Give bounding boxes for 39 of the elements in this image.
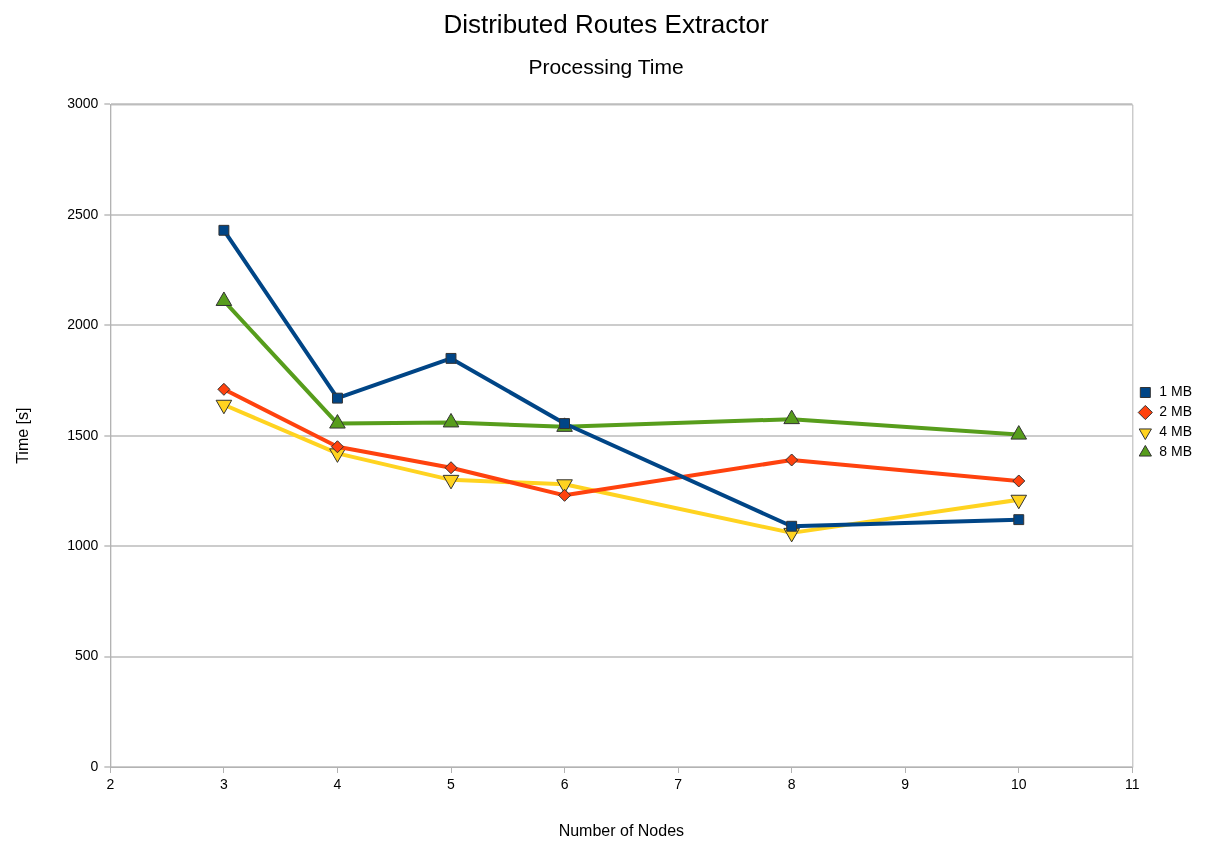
y-tick-label: 500: [74, 647, 99, 664]
point: [218, 224, 230, 236]
x-tick-label: 10: [1010, 776, 1027, 793]
x-tick-label: 8: [787, 776, 796, 793]
x-tick-label: 2: [106, 776, 115, 793]
x-tick-label: 3: [220, 776, 228, 793]
point: [445, 352, 457, 364]
y-axis-title: Time [s]: [14, 407, 32, 464]
y-tick-label: 2500: [67, 205, 99, 222]
x-tick-label: 6: [560, 776, 569, 793]
legend-label: 8 MB: [1159, 443, 1193, 460]
point: [215, 291, 233, 306]
chart-subtitle: Processing Time: [528, 54, 684, 78]
y-tick-label: 3000: [67, 95, 99, 112]
point: [442, 474, 460, 490]
legend-label: 4 MB: [1159, 423, 1193, 440]
point: [330, 440, 344, 454]
point: [1013, 514, 1025, 526]
point: [785, 453, 799, 467]
y-tick-label: 0: [90, 757, 99, 774]
point: [332, 392, 343, 404]
x-tick-label: 4: [333, 776, 342, 793]
legend-label: 2 MB: [1159, 403, 1193, 420]
point: [1010, 494, 1028, 510]
point: [444, 461, 458, 475]
legend-label: 1 MB: [1159, 383, 1193, 400]
x-tick-label: 5: [447, 776, 456, 793]
x-tick-label: 9: [901, 776, 910, 793]
chart-title: Distributed Routes Extractor: [443, 8, 769, 39]
y-tick-label: 1000: [67, 536, 99, 553]
y-tick-label: 1500: [67, 426, 99, 443]
point: [217, 382, 231, 396]
x-tick-label: 11: [1125, 776, 1140, 793]
x-axis-title: Number of Nodes: [558, 821, 685, 839]
x-tick-label: 7: [674, 776, 683, 793]
point: [558, 488, 572, 502]
point: [786, 520, 798, 532]
y-tick-label: 2000: [67, 316, 99, 333]
point: [1012, 474, 1026, 488]
